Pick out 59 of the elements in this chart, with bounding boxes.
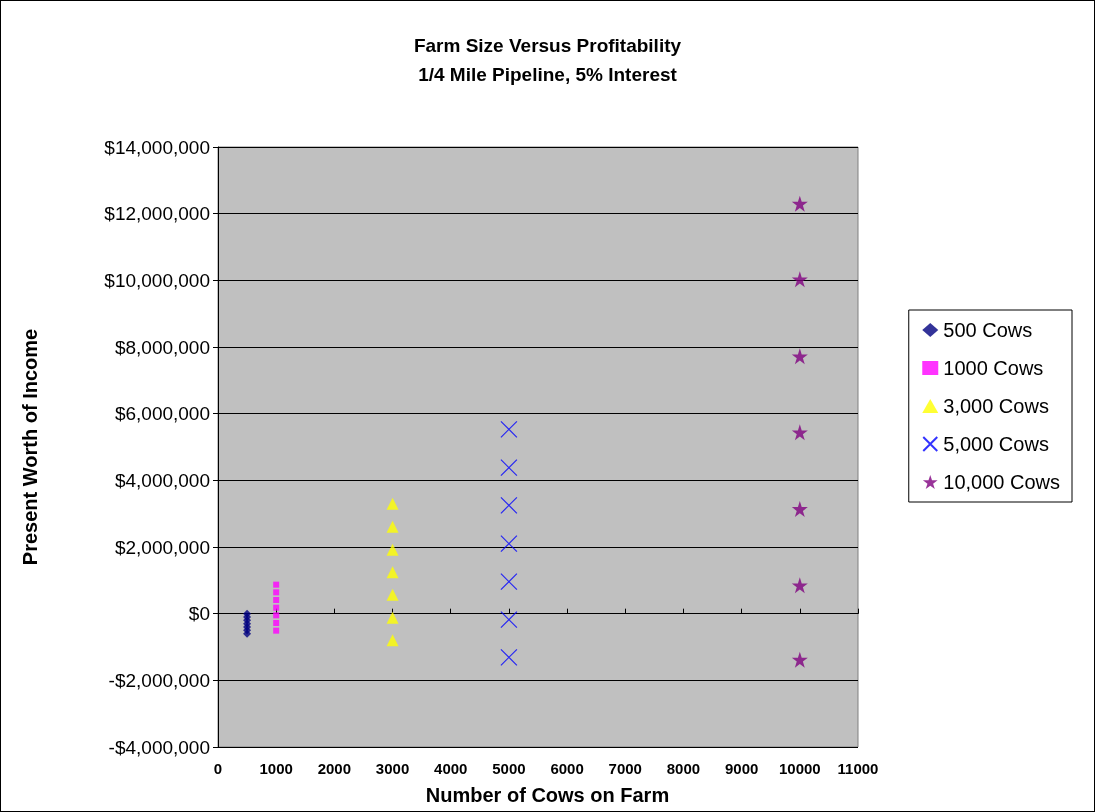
legend-label: 10,000 Cows (943, 471, 1061, 493)
point (500, 648, 518, 666)
point (500, 459, 518, 477)
x-tick-label: 1000 (259, 760, 293, 777)
legend-label: 500 Cows (943, 319, 1033, 341)
point (273, 597, 280, 603)
x-tick-label: 8000 (666, 760, 701, 777)
point (273, 589, 280, 596)
point (500, 496, 518, 514)
point (791, 424, 808, 441)
x-tick-label: 9000 (724, 760, 759, 777)
point (791, 271, 808, 288)
point (386, 543, 399, 556)
y-tick-label: $2,000,000 (114, 536, 210, 558)
point (791, 501, 808, 517)
chart-subtitle: 1/4 Mile Pipeline, 5% Interest (418, 64, 678, 85)
x-axis-title: Number of Cows on Farm (425, 784, 670, 806)
x-tick-label: 7000 (608, 760, 642, 777)
point (791, 195, 808, 212)
y-tick-label: $4,000,000 (114, 469, 210, 491)
point (386, 497, 399, 510)
y-axis-title: Present Worth of Income (19, 328, 41, 566)
x-tick-label: 5000 (492, 760, 526, 777)
x-tick-label: 3000 (375, 760, 410, 777)
point (386, 611, 399, 624)
point (791, 651, 808, 668)
point (500, 535, 518, 553)
y-tick-label: $10,000,000 (104, 269, 210, 291)
point (386, 520, 399, 533)
point (386, 634, 399, 647)
x-tick-label: 0 (213, 760, 223, 777)
x-tick-label: 2000 (317, 760, 352, 777)
point (273, 581, 280, 588)
legend-label: 1000 Cows (943, 357, 1044, 379)
point (386, 588, 399, 601)
x-tick-label: 11000 (837, 760, 879, 777)
point (791, 577, 808, 594)
point (273, 627, 280, 634)
chart-title: Farm Size Versus Profitability (413, 35, 682, 56)
point (500, 611, 518, 629)
x-tick-label: 4000 (434, 760, 468, 777)
point (500, 420, 518, 438)
point (791, 348, 808, 365)
point (500, 573, 518, 591)
x-tick-label: 10000 (778, 760, 821, 777)
point (273, 604, 280, 611)
y-tick-label: $0 (188, 603, 210, 625)
point (273, 620, 280, 626)
y-tick-label: $12,000,000 (104, 203, 210, 225)
point (273, 612, 280, 619)
legend-label: 5,000 Cows (943, 433, 1049, 455)
y-tick-label: $8,000,000 (114, 336, 210, 358)
legend-label: 3,000 Cows (943, 395, 1049, 417)
y-tick-label: $14,000,000 (104, 136, 210, 158)
y-tick-label: $6,000,000 (114, 403, 210, 425)
x-tick-label: 6000 (550, 760, 584, 777)
y-tick-label: -$2,000,000 (108, 669, 210, 691)
y-tick-label: -$4,000,000 (108, 736, 210, 758)
point (386, 566, 399, 579)
